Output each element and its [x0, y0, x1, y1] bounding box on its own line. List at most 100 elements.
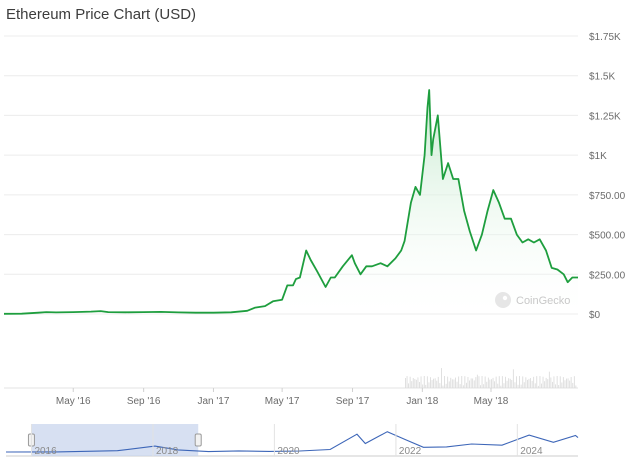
volume-bar	[547, 379, 549, 388]
price-line	[3, 89, 578, 315]
y-tick-label: $0	[589, 310, 601, 321]
volume-bar	[419, 382, 420, 388]
volume-bar	[512, 369, 514, 388]
volume-bar	[476, 374, 478, 388]
volume-bar	[433, 378, 434, 388]
volume-bar	[441, 368, 442, 388]
volume-bar	[573, 376, 575, 388]
volume-bar	[569, 380, 571, 388]
volume-bar	[437, 376, 439, 388]
y-tick-label: $1.75K	[589, 32, 621, 43]
volume-bar	[484, 376, 486, 388]
volume-bar	[453, 379, 455, 388]
volume-bar	[467, 377, 469, 388]
volume-bar	[459, 384, 461, 388]
volume-bar	[503, 383, 505, 388]
volume-bar	[552, 381, 553, 388]
volume-bar	[425, 384, 427, 388]
volume-bar	[575, 385, 577, 388]
volume-bar	[417, 377, 419, 388]
volume-bar	[445, 383, 447, 388]
volume-bar	[531, 380, 533, 388]
volume-bar	[517, 384, 519, 388]
volume-bar	[492, 377, 494, 388]
volume-bar	[448, 381, 450, 388]
y-tick-label: $250.00	[589, 270, 626, 281]
volume-bar	[555, 384, 556, 388]
volume-bar	[537, 385, 539, 388]
volume-bar	[564, 380, 566, 388]
volume-bar	[498, 376, 500, 388]
volume-bar	[489, 379, 491, 388]
volume-bar	[559, 376, 561, 388]
volume-bar	[495, 376, 497, 388]
volume-bar	[483, 384, 485, 388]
volume-bar	[542, 376, 544, 388]
volume-bar	[572, 382, 574, 388]
x-tick-label: May '16	[56, 396, 91, 407]
volume-bar	[472, 378, 474, 388]
volume-bar	[420, 376, 422, 388]
volume-bar	[431, 380, 433, 388]
volume-bar	[553, 376, 555, 388]
volume-bar	[444, 376, 445, 388]
navigator-year-label: 2024	[520, 446, 543, 457]
volume-bar	[561, 382, 563, 388]
volume-bar	[550, 377, 552, 388]
volume-bar	[527, 379, 528, 388]
watermark-label: CoinGecko	[516, 295, 570, 307]
volume-bar	[486, 381, 488, 388]
x-tick-label: Jan '17	[197, 396, 229, 407]
volume-bar	[426, 376, 428, 388]
navigator-line	[5, 431, 579, 453]
volume-bar	[461, 376, 463, 388]
volume-bar	[534, 383, 536, 388]
volume-bar	[522, 376, 524, 388]
volume-bar	[544, 381, 546, 388]
volume-bar	[458, 376, 460, 388]
volume-bar	[430, 377, 431, 388]
volume-bar	[464, 376, 466, 388]
volume-bar	[406, 376, 408, 388]
volume-bar	[414, 379, 416, 388]
navigator-year-label: 2020	[277, 446, 300, 457]
y-tick-label: $1.5K	[589, 72, 615, 83]
coingecko-watermark: CoinGecko	[495, 292, 570, 308]
x-tick-label: May '17	[265, 396, 300, 407]
volume-bar	[523, 382, 525, 388]
volume-bar	[558, 385, 560, 388]
volume-bar	[415, 379, 417, 388]
volume-bar	[541, 383, 542, 388]
price-area	[4, 90, 578, 314]
volume-bar	[497, 383, 499, 388]
volume-bar	[450, 377, 452, 388]
volume-bar	[562, 377, 564, 388]
volume-bar	[506, 380, 508, 388]
x-tick-label: Sep '17	[336, 396, 370, 407]
range-navigator[interactable]: 2016 2018 2020 2022 2024	[5, 424, 579, 457]
volume-bar	[514, 382, 516, 388]
volume-bar	[442, 385, 444, 388]
volume-bar	[511, 380, 513, 388]
volume-bar	[480, 385, 481, 388]
volume-bar	[456, 381, 458, 388]
volume-bar	[462, 385, 464, 388]
volume-bar	[494, 381, 495, 388]
volume-bar	[539, 376, 541, 388]
x-tick-label: Sep '16	[127, 396, 161, 407]
volume-bar	[548, 371, 550, 388]
volume-bar	[567, 378, 569, 388]
volume-bar	[470, 378, 472, 388]
volume-bar	[436, 380, 438, 388]
volume-bar	[405, 378, 406, 388]
volume-bar	[556, 376, 558, 388]
volume-bar	[478, 376, 480, 388]
volume-bar	[412, 378, 414, 388]
y-tick-label: $750.00	[589, 191, 626, 202]
volume-bar	[451, 379, 453, 388]
volume-bar	[409, 376, 411, 388]
volume-bar	[501, 376, 503, 388]
navigator-right-handle[interactable]	[194, 433, 202, 447]
volume-bar	[505, 376, 506, 388]
